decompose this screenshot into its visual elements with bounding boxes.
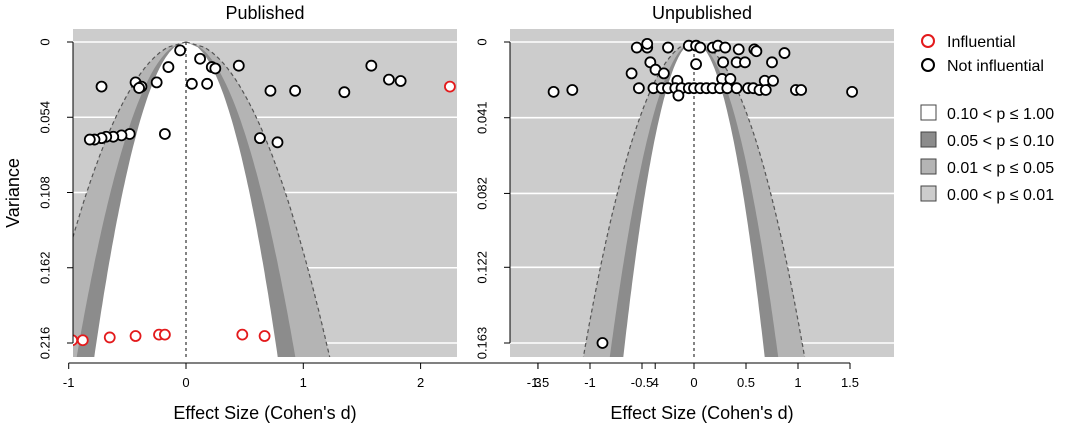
not-influential-point-49 <box>846 85 858 98</box>
x-tick-label-3: 2 <box>417 375 424 390</box>
y-tick-label-1: 0.054 <box>38 101 53 134</box>
not-influential-point-46 <box>759 84 772 96</box>
not-influential-point-25 <box>83 133 96 146</box>
panel-title: Unpublished <box>652 3 752 23</box>
legend-band-swatch-3 <box>920 185 937 202</box>
x-tick-label-0: -1 <box>63 375 75 390</box>
x-tick-label-0: -1.5 <box>527 375 549 390</box>
y-tick-label-4: 0.216 <box>38 327 53 360</box>
influential-point-11 <box>236 328 249 341</box>
x-tick-label-6: 1.5 <box>841 375 859 390</box>
not-influential-point-2 <box>232 59 245 72</box>
y-tick-label-3: 0.162 <box>38 251 53 284</box>
funnel-edge-right <box>693 41 806 357</box>
not-influential-point-21 <box>657 67 670 80</box>
funnel-layers <box>73 41 478 357</box>
x-tick-label-1: -1 <box>584 375 596 390</box>
not-influential-point-28 <box>271 136 284 149</box>
not-influential-point-1 <box>194 52 206 65</box>
x-tick-label-2: -0.5 <box>631 375 653 390</box>
not-influential-point-0 <box>174 44 187 57</box>
x-axis-label: Effect Size (Cohen's d) <box>610 403 793 423</box>
legend-band-label-1: 0.05 < p ≤ 0.10 <box>947 133 1054 150</box>
not-influential-point-8 <box>719 41 732 54</box>
not-influential-point-26 <box>158 128 171 140</box>
not-influential-point-16 <box>717 56 730 69</box>
y-tick-label-4: 0.163 <box>475 327 490 360</box>
not-influential-point-18 <box>338 86 351 99</box>
not-influential-point-48 <box>795 84 808 96</box>
not-influential-point-29 <box>632 82 645 95</box>
legend-marker-0 <box>921 34 935 48</box>
influential-point-0 <box>444 80 456 93</box>
not-influential-point-42 <box>730 82 743 95</box>
not-influential-point-18 <box>739 56 751 69</box>
x-tick-label-4: 3 <box>534 375 541 390</box>
legend-band-label-0: 0.10 < p ≤ 1.00 <box>947 106 1054 123</box>
legend-band-label-2: 0.01 < p ≤ 0.05 <box>947 160 1054 177</box>
not-influential-point-50 <box>672 89 685 102</box>
legend-label-0: Influential <box>947 34 1016 51</box>
x-tick-label-5: 1 <box>794 375 801 390</box>
y-tick-label-0: 0 <box>38 38 53 45</box>
y-tick-label-0: 0 <box>475 38 490 45</box>
not-influential-point-26 <box>767 74 779 87</box>
legend-marker-1 <box>921 58 935 72</box>
y-axis-label: Variance <box>3 158 23 228</box>
y-tick-label-2: 0.108 <box>38 176 53 209</box>
not-influential-point-51 <box>641 37 654 50</box>
influential-point-5 <box>73 334 79 347</box>
not-influential-point-28 <box>566 84 579 96</box>
not-influential-point-20 <box>625 67 638 80</box>
legend-band-swatch-2 <box>920 158 937 175</box>
not-influential-point-9 <box>732 43 745 56</box>
not-influential-point-12 <box>778 47 791 59</box>
not-influential-point-8 <box>394 75 407 87</box>
legend-band-swatch-1 <box>920 131 937 148</box>
not-influential-point-11 <box>185 77 198 90</box>
y-tick-label-1: 0.041 <box>475 101 490 134</box>
not-influential-point-52 <box>596 337 609 349</box>
not-influential-point-27 <box>253 132 266 145</box>
legend-band-label-3: 0.00 < p ≤ 0.01 <box>947 187 1054 204</box>
not-influential-point-15 <box>690 58 702 71</box>
influential-point-12 <box>258 330 271 342</box>
x-tick-label-4: 0.5 <box>737 375 755 390</box>
not-influential-point-3 <box>365 59 378 72</box>
x-tick-label-1: 0 <box>182 375 189 390</box>
not-influential-point-5 <box>694 41 707 54</box>
influential-point-6 <box>76 334 89 347</box>
funnel-edge-left <box>582 41 695 357</box>
funnel-layers <box>510 37 894 357</box>
influential-point-7 <box>103 331 116 344</box>
not-influential-point-19 <box>766 56 778 69</box>
not-influential-point-6 <box>209 62 222 75</box>
not-influential-point-17 <box>289 84 301 97</box>
not-influential-point-2 <box>662 41 674 54</box>
influential-point-8 <box>129 330 142 342</box>
legend-label-1: Not influential <box>947 58 1044 75</box>
not-influential-point-13 <box>95 80 108 93</box>
not-influential-point-7 <box>383 73 395 86</box>
not-influential-point-15 <box>133 82 145 94</box>
influential-point-1 <box>468 69 478 79</box>
y-tick-label-3: 0.122 <box>475 251 490 284</box>
panel-title: Published <box>225 3 304 23</box>
y-tick-label-2: 0.082 <box>475 177 490 210</box>
not-influential-point-27 <box>547 85 560 98</box>
not-influential-point-10 <box>150 76 163 89</box>
x-tick-label-3: 0 <box>690 375 697 390</box>
x-tick-label-2: 1 <box>300 375 307 390</box>
influential-point-10 <box>158 328 171 341</box>
x-tick-label-5: 4 <box>652 375 659 390</box>
not-influential-point-16 <box>264 84 277 97</box>
not-influential-point-4 <box>162 61 175 73</box>
not-influential-point-11 <box>750 45 763 58</box>
not-influential-point-12 <box>201 77 214 90</box>
x-axis-label: Effect Size (Cohen's d) <box>173 403 356 423</box>
legend-band-swatch-0 <box>920 104 937 121</box>
funnel-edge-right <box>185 41 331 357</box>
not-influential-point-0 <box>630 41 643 54</box>
